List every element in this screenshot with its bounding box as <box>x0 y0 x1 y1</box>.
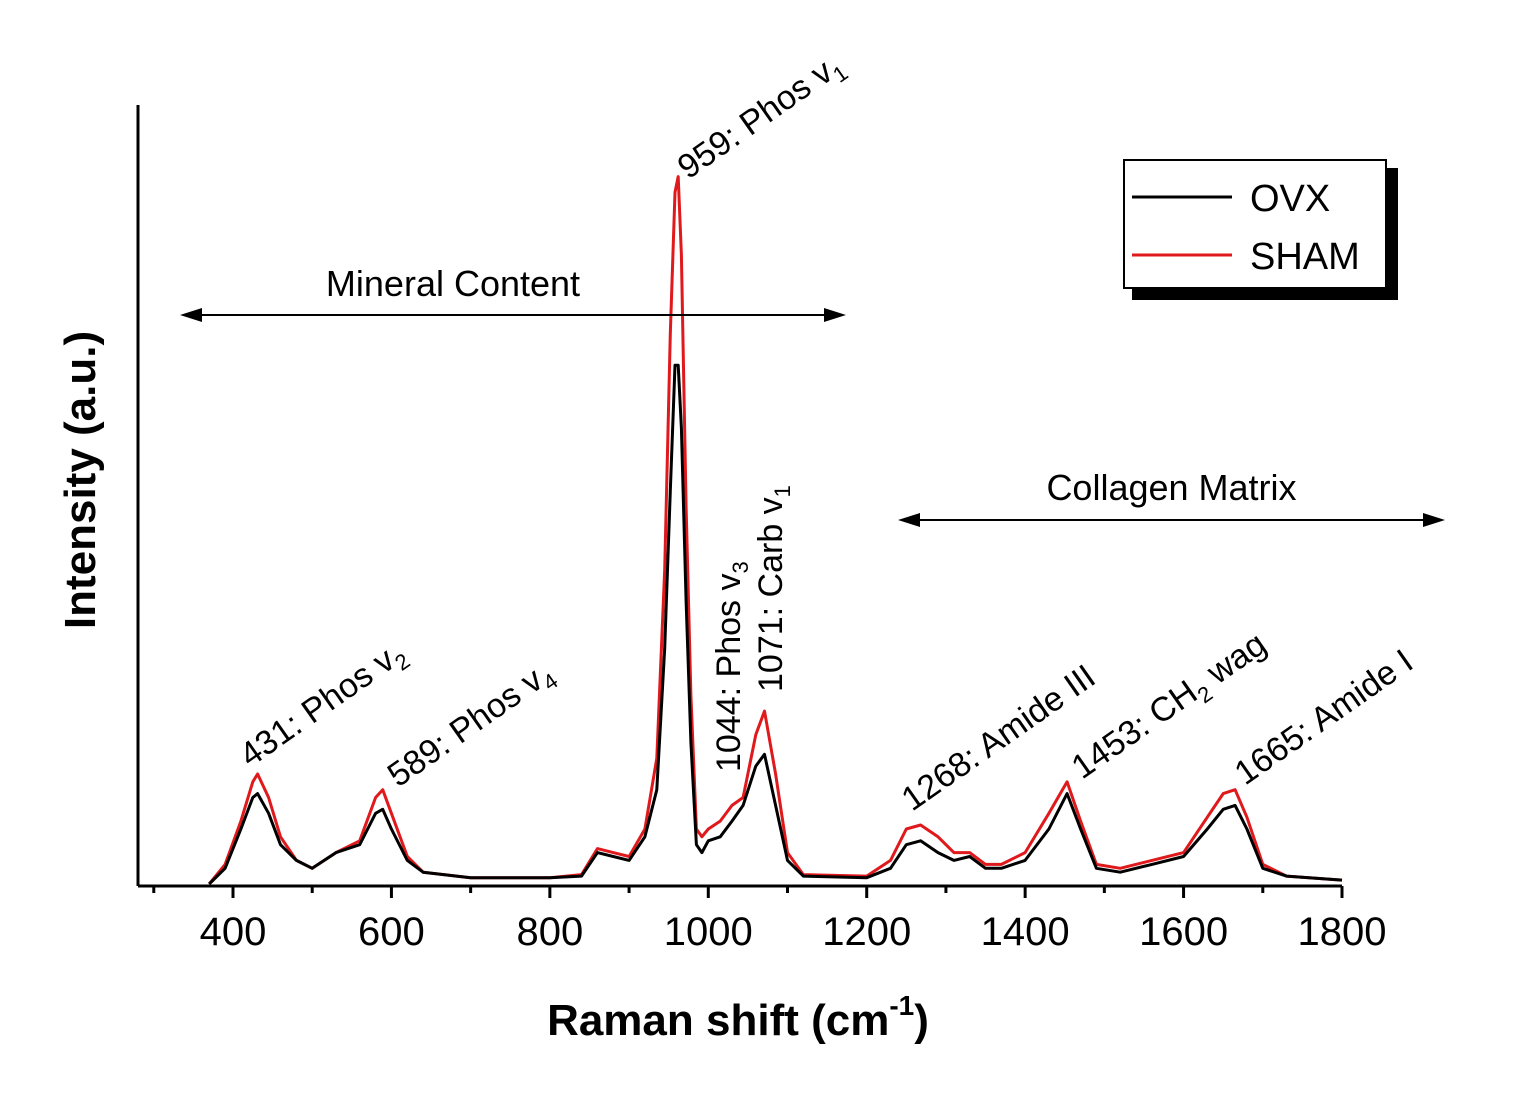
legend-label-ovx: OVX <box>1250 178 1330 220</box>
series-line-ovx <box>208 363 1343 886</box>
x-tick-label: 1800 <box>1298 910 1387 954</box>
x-tick-label: 1600 <box>1139 910 1228 954</box>
region-arrowhead-left <box>180 308 202 322</box>
x-axis-title: Raman shift (cm-1) <box>547 990 929 1045</box>
x-tick-label: 600 <box>358 910 425 954</box>
series-layer <box>208 175 1343 886</box>
peak-label-589: 589: Phos v4 <box>381 653 563 798</box>
x-tick-label: 400 <box>200 910 267 954</box>
x-tick-label: 1400 <box>981 910 1070 954</box>
y-axis-title: Intensity (a.u.) <box>56 331 105 629</box>
region-arrowhead-right <box>824 308 846 322</box>
x-tick-label: 1000 <box>664 910 753 954</box>
region-arrowhead-left <box>898 513 920 527</box>
series-line-sham <box>208 175 1343 885</box>
x-tick-label: 1200 <box>822 910 911 954</box>
legend-box <box>1123 159 1387 289</box>
region-arrows: Mineral Content Collagen Matrix <box>180 263 1445 527</box>
region-arrowhead-right <box>1423 513 1445 527</box>
legend-label-sham: SHAM <box>1250 236 1360 278</box>
peak-label-431: 431: Phos v2 <box>233 633 415 778</box>
region-label: Collagen Matrix <box>1046 467 1296 508</box>
peak-label-1071: 1071: Carb v1 <box>752 485 795 692</box>
peak-label-959: 959: Phos v1 <box>671 45 853 190</box>
region-label: Mineral Content <box>326 263 580 304</box>
x-tick-label: 800 <box>516 910 583 954</box>
peak-label-1044: 1044: Phos v3 <box>710 561 753 772</box>
x-axis-ticks: 400 600 800 1000 1200 1400 1600 1800 <box>152 886 1387 954</box>
legend: OVX SHAM <box>1123 159 1398 300</box>
